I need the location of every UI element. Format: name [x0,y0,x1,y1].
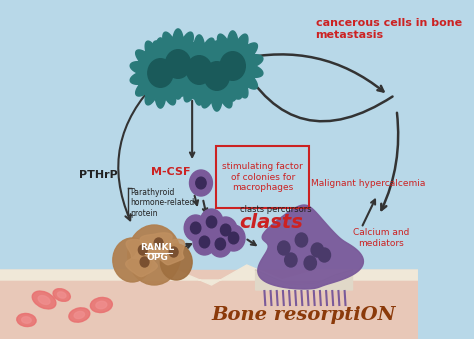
Text: OPG: OPG [146,254,168,262]
Circle shape [220,52,245,80]
Circle shape [128,225,181,285]
Ellipse shape [69,308,90,322]
Circle shape [193,229,216,255]
Text: RANKL: RANKL [140,243,174,253]
Ellipse shape [22,317,31,323]
Polygon shape [0,265,418,285]
Polygon shape [148,29,208,99]
Polygon shape [0,270,418,339]
Polygon shape [255,270,353,290]
Text: Calcium and
mediators: Calcium and mediators [353,228,409,248]
Polygon shape [140,233,172,253]
Polygon shape [169,35,229,105]
Circle shape [206,216,217,228]
Text: Parathyroid
hormone-related
protein: Parathyroid hormone-related protein [130,188,195,218]
Text: Malignant hypercalcemia: Malignant hypercalcemia [311,179,426,187]
Circle shape [138,245,147,255]
Circle shape [220,224,231,236]
Circle shape [160,244,192,280]
Circle shape [204,62,229,90]
Polygon shape [154,239,184,265]
Text: clasts percursors: clasts percursors [240,205,311,215]
Ellipse shape [17,314,36,326]
Circle shape [295,233,308,247]
Circle shape [209,231,232,257]
Polygon shape [258,205,364,289]
Ellipse shape [57,292,66,298]
Circle shape [311,243,323,257]
Ellipse shape [96,301,107,309]
Circle shape [200,209,223,235]
Polygon shape [126,239,158,261]
Circle shape [196,177,206,189]
Polygon shape [187,41,247,111]
Ellipse shape [74,312,84,319]
Circle shape [191,222,201,234]
Circle shape [228,232,239,244]
Circle shape [278,241,290,255]
Circle shape [148,59,173,87]
Circle shape [140,257,149,267]
Polygon shape [130,38,191,108]
Circle shape [154,238,163,248]
Circle shape [222,225,245,251]
Circle shape [169,247,178,257]
Text: M-CSF: M-CSF [151,167,191,177]
Text: PTHrP: PTHrP [79,170,118,180]
Text: stimulating factor
of colonies for
macrophages: stimulating factor of colonies for macro… [222,162,303,192]
Circle shape [187,56,212,84]
Circle shape [214,217,237,243]
Circle shape [215,238,226,250]
Circle shape [318,248,330,262]
Circle shape [165,50,191,78]
Ellipse shape [53,288,70,301]
Circle shape [184,215,207,241]
Circle shape [285,253,297,267]
Circle shape [113,238,152,282]
Circle shape [304,256,317,270]
Text: Bone resorptiON: Bone resorptiON [212,306,396,324]
Ellipse shape [91,297,112,313]
Text: clasts: clasts [239,213,303,232]
Polygon shape [202,31,263,101]
Ellipse shape [32,291,56,309]
Text: cancerous cells in bone
metastasis: cancerous cells in bone metastasis [316,18,462,40]
Polygon shape [126,247,157,277]
Circle shape [190,170,212,196]
Ellipse shape [38,296,50,304]
Circle shape [200,236,210,248]
